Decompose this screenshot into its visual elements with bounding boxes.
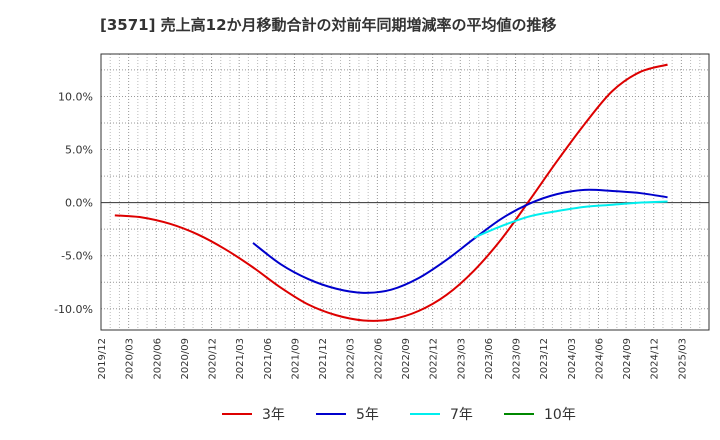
y-tick-label: -5.0% [61, 250, 93, 263]
x-tick-label: 2023/06 [484, 338, 495, 380]
x-tick-label: 2024/06 [594, 338, 605, 380]
x-tick-label: 2021/12 [318, 338, 329, 380]
x-tick-label: 2019/12 [97, 338, 108, 380]
legend-item-5y: 5年 [316, 402, 379, 426]
x-tick-label: 2023/03 [456, 338, 467, 380]
x-tick-label: 2021/03 [235, 338, 246, 380]
x-tick-label: 2021/09 [290, 338, 301, 380]
x-tick-label: 2022/03 [346, 338, 357, 380]
legend-swatch-7y [410, 413, 440, 415]
legend-swatch-10y [504, 413, 534, 415]
legend-swatch-3y [222, 413, 252, 415]
legend-label-3y: 3年 [262, 407, 285, 423]
series-line-5y [252, 188, 668, 294]
x-tick-label: 2023/12 [539, 338, 550, 380]
plot-frame [100, 53, 710, 331]
legend-label-7y: 7年 [450, 407, 473, 423]
x-tick-label: 2020/12 [208, 338, 219, 380]
x-tick-label: 2021/06 [263, 338, 274, 380]
y-tick-label: 10.0% [58, 90, 93, 103]
x-tick-label: 2024/12 [650, 338, 661, 380]
series-line-7y [473, 200, 668, 239]
legend-item-10y: 10年 [504, 402, 576, 426]
line-chart: 10.0% 5.0% 0.0% -5.0% -10.0% 2019/12 2020/03 20… [54, 53, 710, 380]
x-tick-label: 2020/06 [152, 338, 163, 380]
y-tick-label: -10.0% [54, 303, 93, 316]
chart-title: [3571] 売上高12か月移動合計の対前年同期増減率の平均値の推移 [100, 16, 557, 34]
x-tick-label: 2022/12 [429, 338, 440, 380]
x-tick-label: 2020/09 [180, 338, 191, 380]
x-tick-label: 2020/03 [125, 338, 136, 380]
legend-swatch-5y [316, 413, 346, 415]
x-tick-label: 2022/09 [401, 338, 412, 380]
legend-label-5y: 5年 [356, 407, 379, 423]
x-tick-label: 2024/09 [622, 338, 633, 380]
y-tick-label: 0.0% [65, 197, 93, 210]
x-tick-label: 2022/06 [373, 338, 384, 380]
series-line-3y [114, 63, 668, 322]
x-tick-label: 2023/09 [512, 338, 523, 380]
y-tick-label: 5.0% [65, 144, 93, 157]
legend-label-10y: 10年 [544, 407, 576, 423]
legend-item-7y: 7年 [410, 402, 473, 426]
legend: 3年 5年 7年 10年 [0, 402, 720, 426]
x-tick-label: 2024/03 [567, 338, 578, 380]
legend-item-3y: 3年 [222, 402, 285, 426]
x-tick-label: 2025/03 [677, 338, 688, 380]
